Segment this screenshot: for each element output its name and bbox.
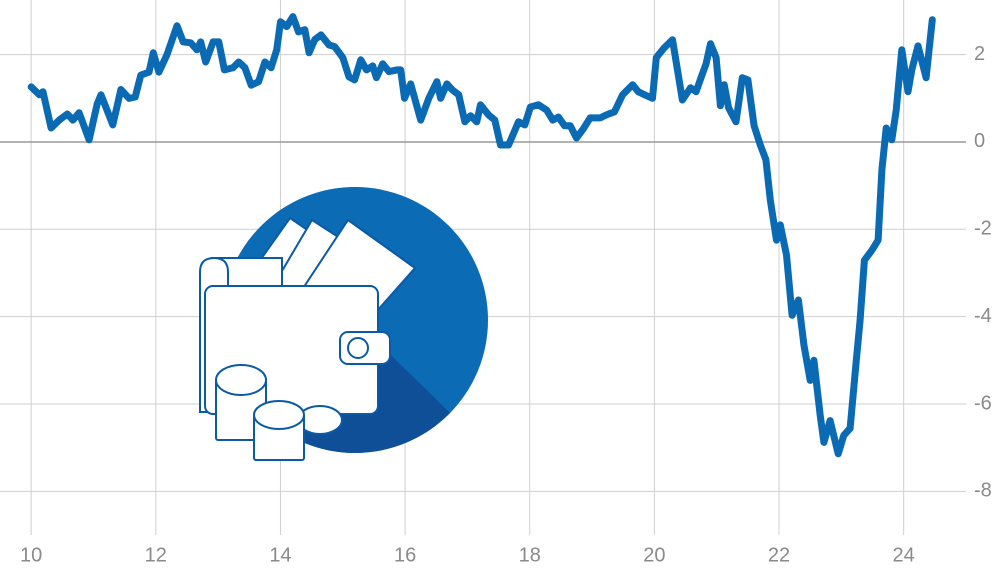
y-tick-label: -2 xyxy=(974,218,992,240)
y-tick-label: -6 xyxy=(974,392,992,414)
x-tick-label: 16 xyxy=(394,544,416,566)
data-line xyxy=(27,13,936,458)
y-tick-label: -8 xyxy=(974,480,992,502)
x-tick-label: 20 xyxy=(643,544,665,566)
wallet-illustration xyxy=(199,187,488,461)
x-tick-label: 22 xyxy=(768,544,790,566)
x-tick-label: 14 xyxy=(269,544,291,566)
x-tick-label: 24 xyxy=(893,544,915,566)
y-tick-label: 0 xyxy=(974,130,985,152)
x-tick-label: 12 xyxy=(145,544,167,566)
x-tick-label: 18 xyxy=(519,544,541,566)
y-tick-label: -4 xyxy=(974,305,992,327)
y-tick-label: 2 xyxy=(974,43,985,65)
x-tick-label: 10 xyxy=(20,544,42,566)
